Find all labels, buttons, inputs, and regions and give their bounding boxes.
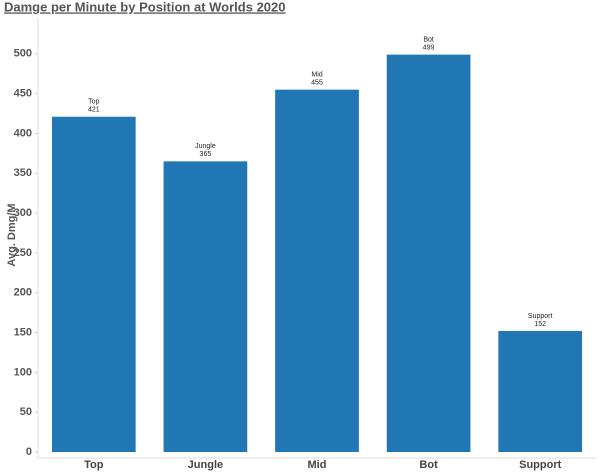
x-tick-label: Top — [84, 459, 104, 471]
y-tick-label: 400 — [14, 127, 32, 139]
x-tick-label: Jungle — [188, 459, 223, 471]
bar — [51, 116, 136, 452]
x-tick-label: Support — [519, 459, 561, 471]
y-tick-label: 150 — [14, 326, 32, 338]
y-tick-label: 350 — [14, 167, 32, 179]
x-tick-label: Bot — [419, 459, 438, 471]
data-label-name: Top — [88, 99, 99, 106]
chart-title: Damge per Minute by Position at Worlds 2… — [4, 0, 286, 14]
bar — [386, 54, 471, 452]
data-label-name: Mid — [311, 72, 322, 79]
bar — [275, 89, 359, 452]
y-tick-label: 250 — [14, 247, 32, 259]
y-tick-label: 450 — [14, 88, 32, 100]
bar — [498, 330, 583, 452]
bar — [163, 161, 248, 452]
y-tick-label: 0 — [26, 446, 32, 458]
data-label-value: 365 — [200, 151, 212, 158]
data-label-value: 421 — [88, 107, 100, 114]
y-tick-label: 100 — [14, 366, 32, 378]
data-label-name: Support — [528, 313, 553, 320]
y-tick-label: 200 — [14, 287, 32, 299]
y-tick-label: 300 — [14, 207, 32, 219]
data-label-value: 455 — [311, 80, 323, 87]
y-tick-label: 500 — [14, 48, 32, 60]
x-tick-label: Mid — [308, 459, 327, 471]
data-label-name: Bot — [423, 36, 434, 43]
data-label-name: Jungle — [195, 143, 216, 150]
y-tick-label: 50 — [20, 406, 32, 418]
data-label-value: 499 — [423, 44, 435, 51]
data-label-value: 152 — [534, 321, 546, 328]
y-axis-label: Avg. Dmg/M — [6, 203, 18, 266]
